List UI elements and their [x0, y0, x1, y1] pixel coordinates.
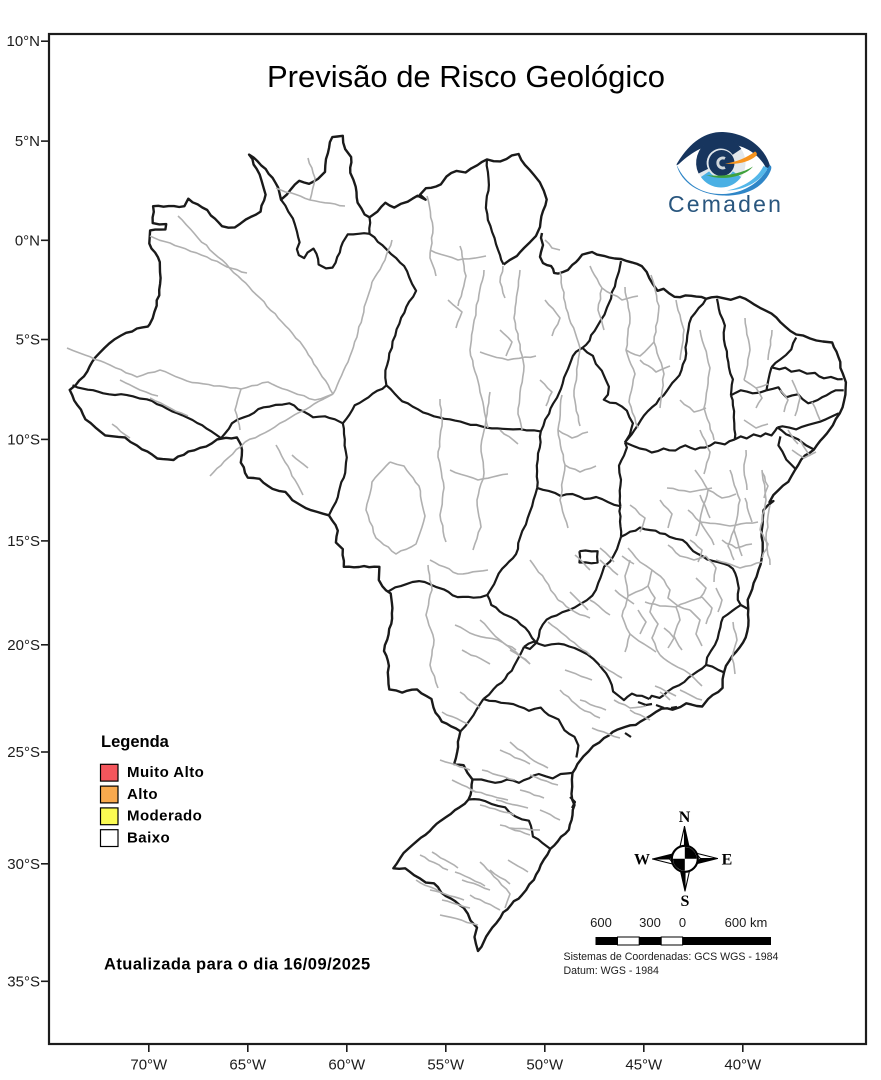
svg-text:Datum: WGS - 1984: Datum: WGS - 1984 [564, 965, 659, 977]
svg-text:5°S: 5°S [16, 332, 40, 349]
svg-text:Cemaden: Cemaden [668, 191, 783, 217]
svg-text:20°S: 20°S [7, 637, 40, 654]
svg-text:45°W: 45°W [625, 1057, 663, 1074]
svg-text:Previsão de Risco Geológico: Previsão de Risco Geológico [267, 59, 665, 94]
svg-text:10°S: 10°S [7, 431, 40, 448]
svg-text:N: N [679, 809, 691, 826]
svg-text:10°N: 10°N [6, 33, 40, 50]
svg-text:30°S: 30°S [7, 856, 40, 873]
svg-text:E: E [722, 852, 733, 869]
svg-text:60°W: 60°W [328, 1057, 366, 1074]
svg-text:0: 0 [679, 915, 686, 930]
svg-text:65°W: 65°W [229, 1057, 267, 1074]
svg-text:70°W: 70°W [130, 1057, 168, 1074]
svg-text:Atualizada para o dia 16/09/20: Atualizada para o dia 16/09/2025 [104, 956, 371, 974]
svg-text:5°N: 5°N [15, 133, 40, 150]
svg-text:35°S: 35°S [7, 973, 40, 990]
svg-text:Alto: Alto [127, 786, 158, 803]
svg-text:0°N: 0°N [15, 232, 40, 249]
svg-text:W: W [634, 852, 650, 869]
svg-text:50°W: 50°W [526, 1057, 564, 1074]
svg-text:300: 300 [639, 915, 661, 930]
svg-text:600 km: 600 km [725, 915, 768, 930]
svg-text:Muito Alto: Muito Alto [127, 764, 204, 781]
svg-text:Sistemas de Coordenadas: GCS W: Sistemas de Coordenadas: GCS WGS - 1984 [564, 951, 779, 963]
svg-text:15°S: 15°S [7, 533, 40, 550]
svg-text:55°W: 55°W [427, 1057, 465, 1074]
svg-text:Legenda: Legenda [101, 733, 170, 751]
svg-text:S: S [681, 893, 690, 910]
svg-text:40°W: 40°W [724, 1057, 762, 1074]
svg-text:25°S: 25°S [7, 744, 40, 761]
svg-text:Moderado: Moderado [127, 808, 202, 825]
svg-text:600: 600 [590, 915, 612, 930]
svg-text:Baixo: Baixo [127, 829, 170, 846]
